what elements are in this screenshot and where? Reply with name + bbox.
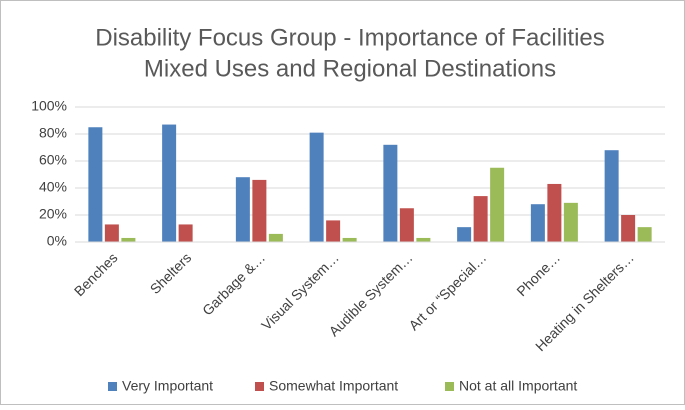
bar — [563, 202, 578, 242]
bar — [621, 215, 636, 242]
bar — [457, 227, 472, 242]
bar — [88, 127, 103, 242]
legend-swatch — [108, 382, 117, 391]
bar — [399, 208, 414, 242]
bar — [383, 144, 398, 242]
y-tick-label: 60% — [39, 152, 67, 168]
bar — [490, 167, 505, 242]
legend-swatch — [445, 382, 454, 391]
y-tick-label: 100% — [31, 98, 67, 114]
bar — [416, 237, 431, 242]
bar — [637, 227, 652, 242]
bar — [530, 204, 545, 242]
bar — [604, 150, 619, 242]
legend-label: Somewhat Important — [269, 378, 398, 394]
bar — [121, 237, 136, 242]
bar — [268, 233, 283, 242]
bar — [162, 124, 177, 242]
bar — [473, 196, 488, 242]
y-tick-label: 80% — [39, 125, 67, 141]
legend-label: Very Important — [122, 378, 213, 394]
bar — [342, 237, 357, 242]
legend-swatch — [255, 382, 264, 391]
bar — [178, 224, 193, 242]
legend-label: Not at all Important — [459, 378, 577, 394]
y-tick-label: 20% — [39, 206, 67, 222]
chart-title: Mixed Uses and Regional Destinations — [144, 55, 556, 82]
bar — [235, 177, 250, 242]
bar — [252, 179, 267, 242]
bar — [547, 183, 562, 242]
bar — [309, 132, 324, 242]
chart-title: Disability Focus Group - Importance of F… — [95, 24, 605, 51]
bar — [104, 224, 119, 242]
y-tick-label: 40% — [39, 179, 67, 195]
bar — [326, 220, 341, 242]
y-tick-label: 0% — [47, 233, 67, 249]
